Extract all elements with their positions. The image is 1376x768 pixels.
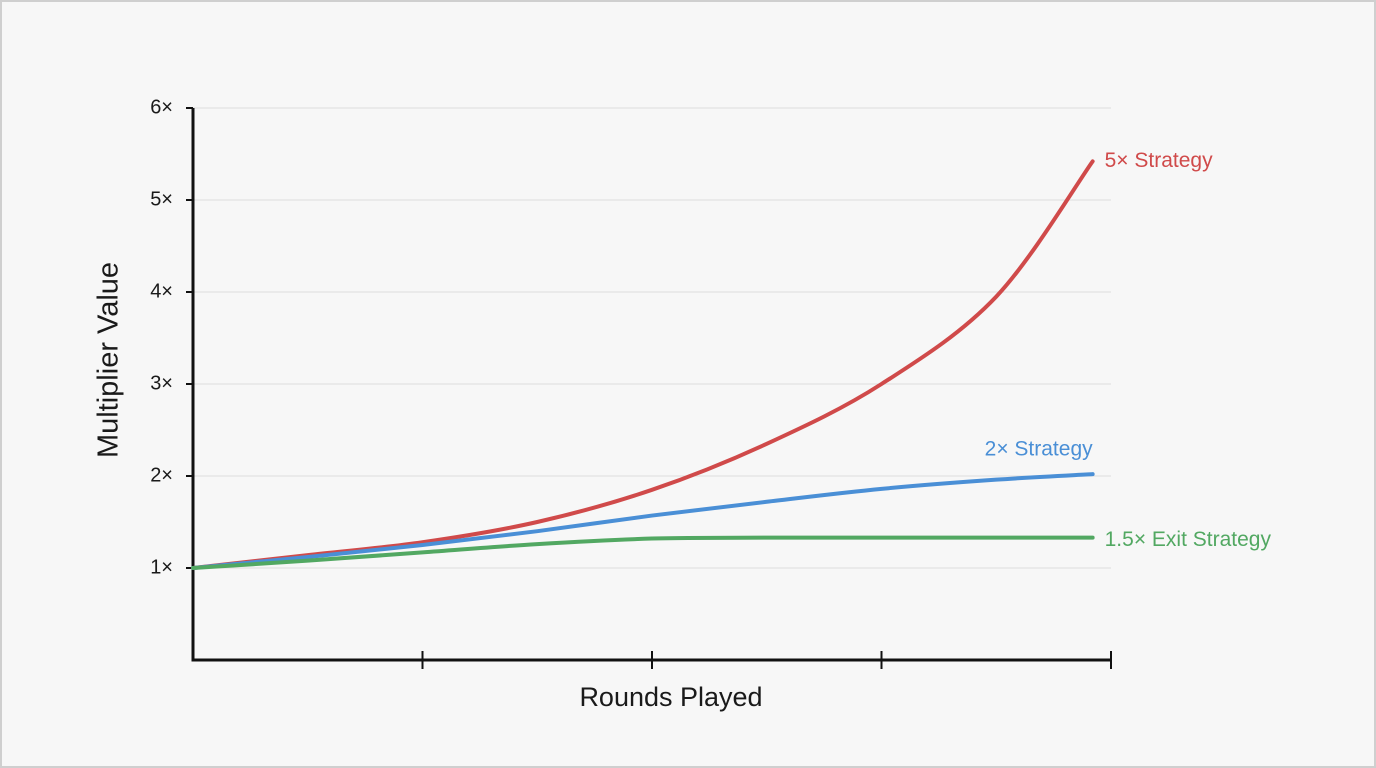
series-line [191,535,1095,570]
y-tick-label: 5× [150,188,173,210]
x-axis-title: Rounds Played [579,682,762,712]
series-label: 1.5× Exit Strategy [1105,528,1272,551]
y-tick-label: 4× [150,280,173,302]
y-tick-label: 2× [150,464,173,486]
y-tick-label: 3× [150,372,173,394]
series-line [191,472,1095,570]
y-tick-label: 6× [150,96,173,118]
series-label: 2× Strategy [985,438,1093,461]
y-axis-title: Multiplier Value [93,262,125,458]
y-tick-label: 1× [150,556,173,578]
series-label: 5× Strategy [1105,149,1213,172]
